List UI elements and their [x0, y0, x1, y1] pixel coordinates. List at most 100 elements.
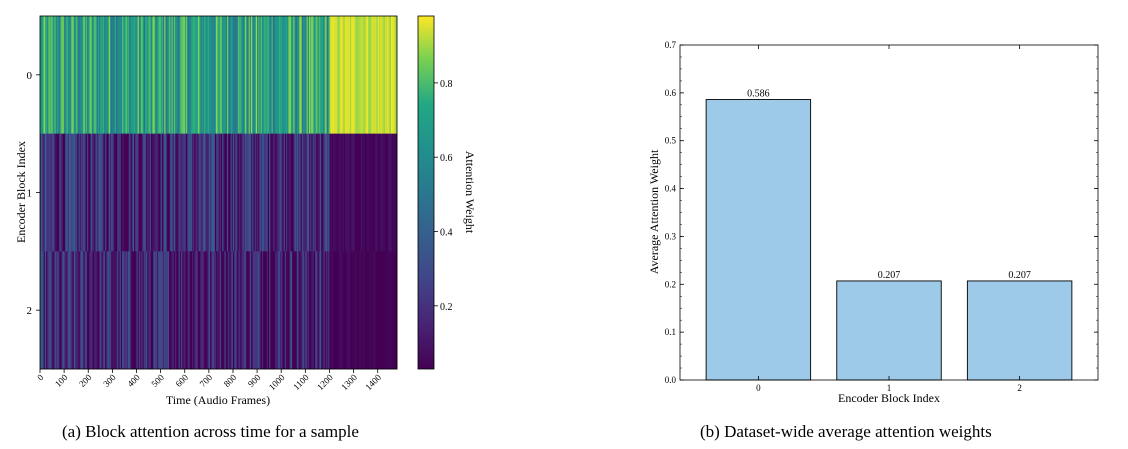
- heatmap-cell: [58, 133, 60, 252]
- heatmap-cell: [259, 133, 262, 252]
- heatmap-cell: [352, 133, 354, 252]
- heatmap-cell: [122, 133, 124, 252]
- heatmap-cell: [201, 251, 204, 370]
- heatmap-cell: [204, 16, 206, 134]
- heatmap-cell: [61, 16, 64, 134]
- heatmap-cell: [65, 251, 67, 370]
- heatmap-cell: [258, 16, 260, 134]
- heatmap-x-tick-label: 500: [149, 372, 166, 389]
- colorbar-ticks: 0.2 0.4 0.6 0.8: [434, 79, 453, 313]
- heatmap-cell: [131, 16, 134, 134]
- heatmap-cell: [372, 16, 375, 134]
- heatmap-cell: [304, 251, 306, 370]
- heatmap-cell: [237, 251, 240, 370]
- heatmap-cell: [319, 16, 322, 134]
- heatmap-cell: [177, 16, 180, 134]
- heatmap-cell: [249, 16, 252, 134]
- heatmap-cell: [354, 16, 357, 134]
- heatmap-cell: [347, 16, 350, 134]
- heatmap-cell: [54, 133, 57, 252]
- heatmap-cell: [314, 133, 317, 252]
- heatmap-cell: [342, 251, 345, 370]
- heatmap-cell: [112, 133, 114, 252]
- heatmap-cell: [48, 133, 51, 252]
- heatmap-cell: [234, 16, 236, 134]
- heatmap-cell: [219, 251, 222, 370]
- heatmap-cell: [152, 251, 154, 370]
- heatmap-cell: [283, 251, 286, 370]
- heatmap-cell: [111, 251, 113, 370]
- heatmap-cell: [275, 133, 277, 252]
- heatmap-cell: [190, 133, 193, 252]
- heatmap-cell: [217, 133, 219, 252]
- heatmap-cell: [254, 133, 257, 252]
- heatmap-cell: [327, 16, 329, 134]
- heatmap-cell: [176, 251, 178, 370]
- heatmap-cell: [359, 251, 362, 370]
- heatmap-cell: [257, 251, 259, 370]
- heatmap-cell: [71, 251, 73, 370]
- heatmap-cell: [325, 16, 328, 134]
- heatmap-cell: [177, 133, 180, 252]
- heatmap-cell: [271, 16, 274, 134]
- heatmap-cell: [68, 133, 71, 252]
- heatmap-cell: [78, 251, 81, 370]
- heatmap-cell: [113, 251, 116, 370]
- heatmap-cell: [384, 251, 387, 370]
- heatmap-cell: [54, 16, 57, 134]
- heatmap-cell: [202, 133, 205, 252]
- heatmap-cell: [108, 251, 111, 370]
- heatmap-cell: [328, 133, 330, 252]
- heatmap-cell: [112, 251, 114, 370]
- heatmap-cell: [40, 251, 42, 370]
- heatmap-cell: [167, 133, 170, 252]
- heatmap-cell: [393, 251, 395, 370]
- heatmap-cell: [390, 133, 393, 252]
- heatmap-cell: [353, 251, 356, 370]
- heatmap-cell: [318, 16, 321, 134]
- heatmap-cell: [224, 16, 227, 134]
- heatmap-cell: [362, 16, 364, 134]
- heatmap-cell: [312, 16, 315, 134]
- heatmap-cell: [126, 16, 129, 134]
- heatmap-cell: [232, 133, 235, 252]
- heatmap-cell: [345, 133, 347, 252]
- heatmap-cell: [207, 133, 210, 252]
- heatmap-cell: [359, 133, 362, 252]
- heatmap-cell: [95, 16, 98, 134]
- heatmap-x-tick-label: 300: [101, 372, 118, 389]
- heatmap-cell: [194, 16, 196, 134]
- heatmap-cell: [342, 16, 345, 134]
- heatmap-cell: [254, 251, 257, 370]
- heatmap-cell: [286, 133, 288, 252]
- heatmap-cell: [305, 133, 307, 252]
- heatmap-cell: [160, 16, 163, 134]
- heatmap-cell: [40, 16, 42, 134]
- heatmap-cell: [210, 133, 212, 252]
- heatmap-cell: [299, 16, 301, 134]
- heatmap-cell: [339, 16, 341, 134]
- heatmap-cell: [377, 16, 380, 134]
- heatmap-cell: [194, 251, 196, 370]
- heatmap-cell: [171, 133, 174, 252]
- heatmap-cell: [107, 16, 110, 134]
- heatmap-cell: [323, 133, 326, 252]
- heatmap-cell: [321, 133, 323, 252]
- heatmap-cell: [365, 133, 368, 252]
- heatmap-cell: [289, 16, 292, 134]
- heatmap-cell: [235, 133, 237, 252]
- heatmap-cell: [55, 251, 58, 370]
- heatmap-cell: [251, 16, 253, 134]
- heatmap-cell: [214, 133, 217, 252]
- heatmap-cell: [199, 133, 201, 252]
- heatmap-cell: [137, 251, 140, 370]
- heatmap-cell: [148, 133, 151, 252]
- heatmap-cell: [240, 251, 242, 370]
- heatmap-cell: [383, 16, 386, 134]
- heatmap-cell: [85, 16, 88, 134]
- heatmap-cell: [159, 133, 162, 252]
- heatmap-cell: [142, 133, 145, 252]
- heatmap-cell: [154, 16, 157, 134]
- heatmap-cell: [135, 133, 137, 252]
